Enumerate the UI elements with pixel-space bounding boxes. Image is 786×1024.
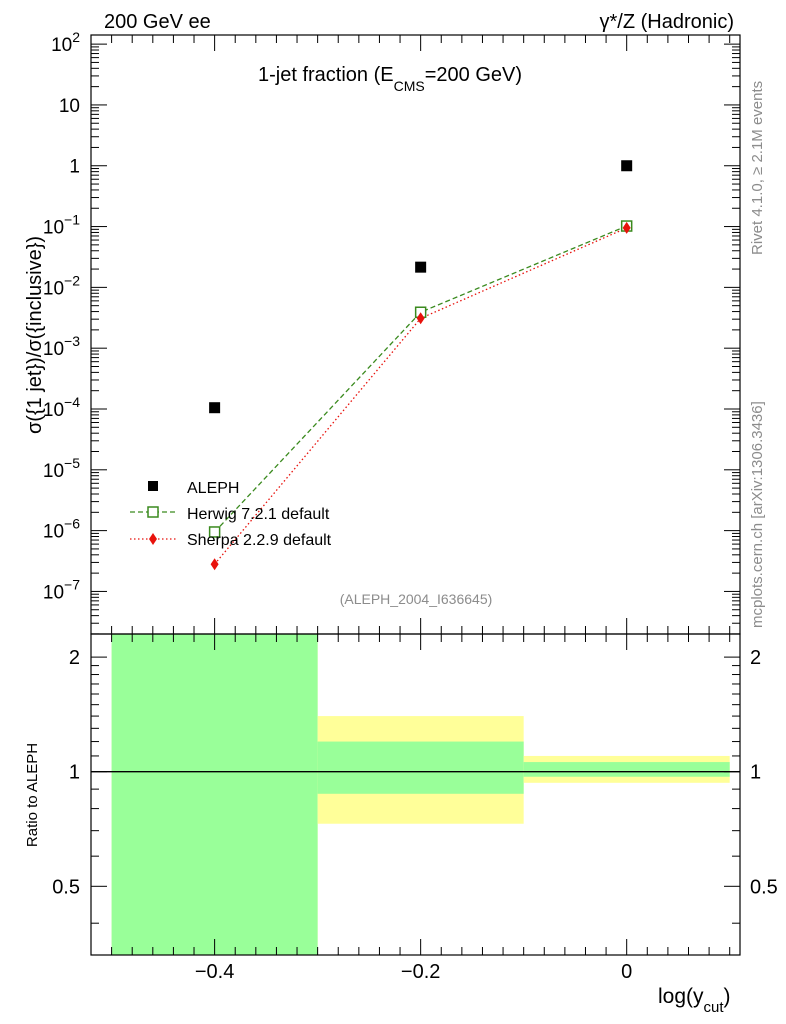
y-tick-label: 10−5 — [43, 455, 80, 482]
ratio-band-green — [523, 762, 730, 777]
legend-marker-herwig — [147, 506, 159, 518]
legend-marker-sherpa — [149, 533, 157, 545]
sherpa-point — [622, 221, 631, 234]
ratio-tick-label-right: 1 — [750, 762, 761, 784]
y-tick-label: 10−1 — [43, 212, 80, 239]
ratio-plot-frame — [90, 633, 741, 956]
x-label-tail: ) — [724, 985, 731, 1008]
ratio-tick-label-left: 0.5 — [52, 876, 80, 898]
y-tick-exponent: 2 — [72, 29, 80, 45]
process-label: γ*/Z (Hadronic) — [600, 11, 734, 33]
y-tick-base: 10 — [43, 522, 64, 543]
y-tick-label: 10−4 — [43, 394, 80, 421]
y-tick-exponent: −4 — [64, 394, 80, 410]
sherpa-point — [210, 558, 219, 571]
y-tick-base: 10 — [59, 96, 80, 117]
y-tick-label: 1 — [69, 157, 80, 178]
x-label-subscript: cut — [704, 999, 725, 1016]
ratio-band-green — [317, 741, 524, 794]
main-axis-ticks — [91, 35, 740, 635]
legend-marker-aleph — [148, 481, 158, 491]
y-tick-label: 10−3 — [43, 333, 80, 360]
ratio-tick-label-left: 1 — [69, 762, 80, 784]
series-points — [208, 160, 633, 571]
herwig-line — [214, 225, 627, 533]
y-tick-exponent: −6 — [64, 516, 80, 532]
chart-title: 1-jet fraction (ECMS=200 GeV) — [258, 64, 522, 94]
y-tick-label: 10 — [59, 96, 80, 117]
rivet-version-label: Rivet 4.1.0, ≥ 2.1M events — [749, 81, 766, 255]
y-tick-label: 10−7 — [43, 576, 80, 603]
legend-label-herwig: Herwig 7.2.1 default — [187, 506, 330, 523]
x-tick-label: −0.4 — [195, 961, 234, 983]
ratio-tick-label-right: 2 — [750, 647, 761, 669]
analysis-tag: (ALEPH_2004_I636645) — [340, 591, 493, 607]
y-tick-base: 1 — [69, 157, 80, 178]
herwig-point — [208, 526, 221, 538]
y-tick-label: 10−6 — [43, 516, 80, 543]
aleph-data-point — [621, 160, 633, 172]
ratio-tick-label-right: 0.5 — [750, 876, 778, 898]
x-label-main: log(y — [658, 985, 704, 1008]
y-tick-base: 10 — [43, 339, 64, 360]
y-tick-exponent: −5 — [64, 455, 80, 471]
ratio-axis-label: Ratio to ALEPH — [24, 743, 41, 847]
aleph-data-point — [415, 261, 427, 273]
y-tick-exponent: −7 — [64, 576, 80, 592]
energy-label: 200 GeV ee — [104, 11, 211, 33]
legend-label-sherpa: Sherpa 2.2.9 default — [187, 532, 332, 549]
y-tick-base: 10 — [43, 582, 64, 603]
ratio-band-green — [111, 634, 318, 955]
y-tick-exponent: −2 — [64, 272, 80, 288]
title-main: 1-jet fraction (E — [258, 64, 394, 86]
y-tick-label: 102 — [51, 29, 80, 56]
ratio-tick-labels: 2 2 1 1 0.5 0.5 — [52, 647, 778, 898]
sherpa-point — [416, 312, 425, 325]
y-tick-exponent: −1 — [64, 212, 80, 228]
mcplots-label: mcplots.cern.ch [arXiv:1306.3436] — [749, 401, 766, 628]
title-tail: =200 GeV) — [425, 64, 522, 86]
ratio-tick-label-left: 2 — [69, 647, 80, 669]
aleph-data-point — [209, 402, 221, 414]
title-subscript: CMS — [394, 78, 425, 94]
x-tick-label: −0.2 — [401, 961, 440, 983]
y-tick-exponent: −3 — [64, 333, 80, 349]
y-axis-label: σ({1 jet})/σ({inclusive}) — [24, 236, 46, 434]
legend: ALEPH Herwig 7.2.1 default Sherpa 2.2.9 … — [130, 480, 332, 549]
x-tick-labels: −0.4 −0.2 0 — [195, 961, 632, 983]
x-tick-label: 0 — [621, 961, 632, 983]
ratio-bands — [111, 634, 730, 955]
legend-label-aleph: ALEPH — [187, 480, 239, 497]
y-tick-base: 10 — [43, 278, 64, 299]
y-tick-base: 10 — [43, 461, 64, 482]
y-tick-base: 10 — [43, 218, 64, 239]
x-axis-label: log(ycut) — [658, 985, 731, 1016]
y-tick-base: 10 — [51, 35, 72, 56]
y-tick-label: 10−2 — [43, 272, 80, 299]
y-tick-base: 10 — [43, 400, 64, 421]
